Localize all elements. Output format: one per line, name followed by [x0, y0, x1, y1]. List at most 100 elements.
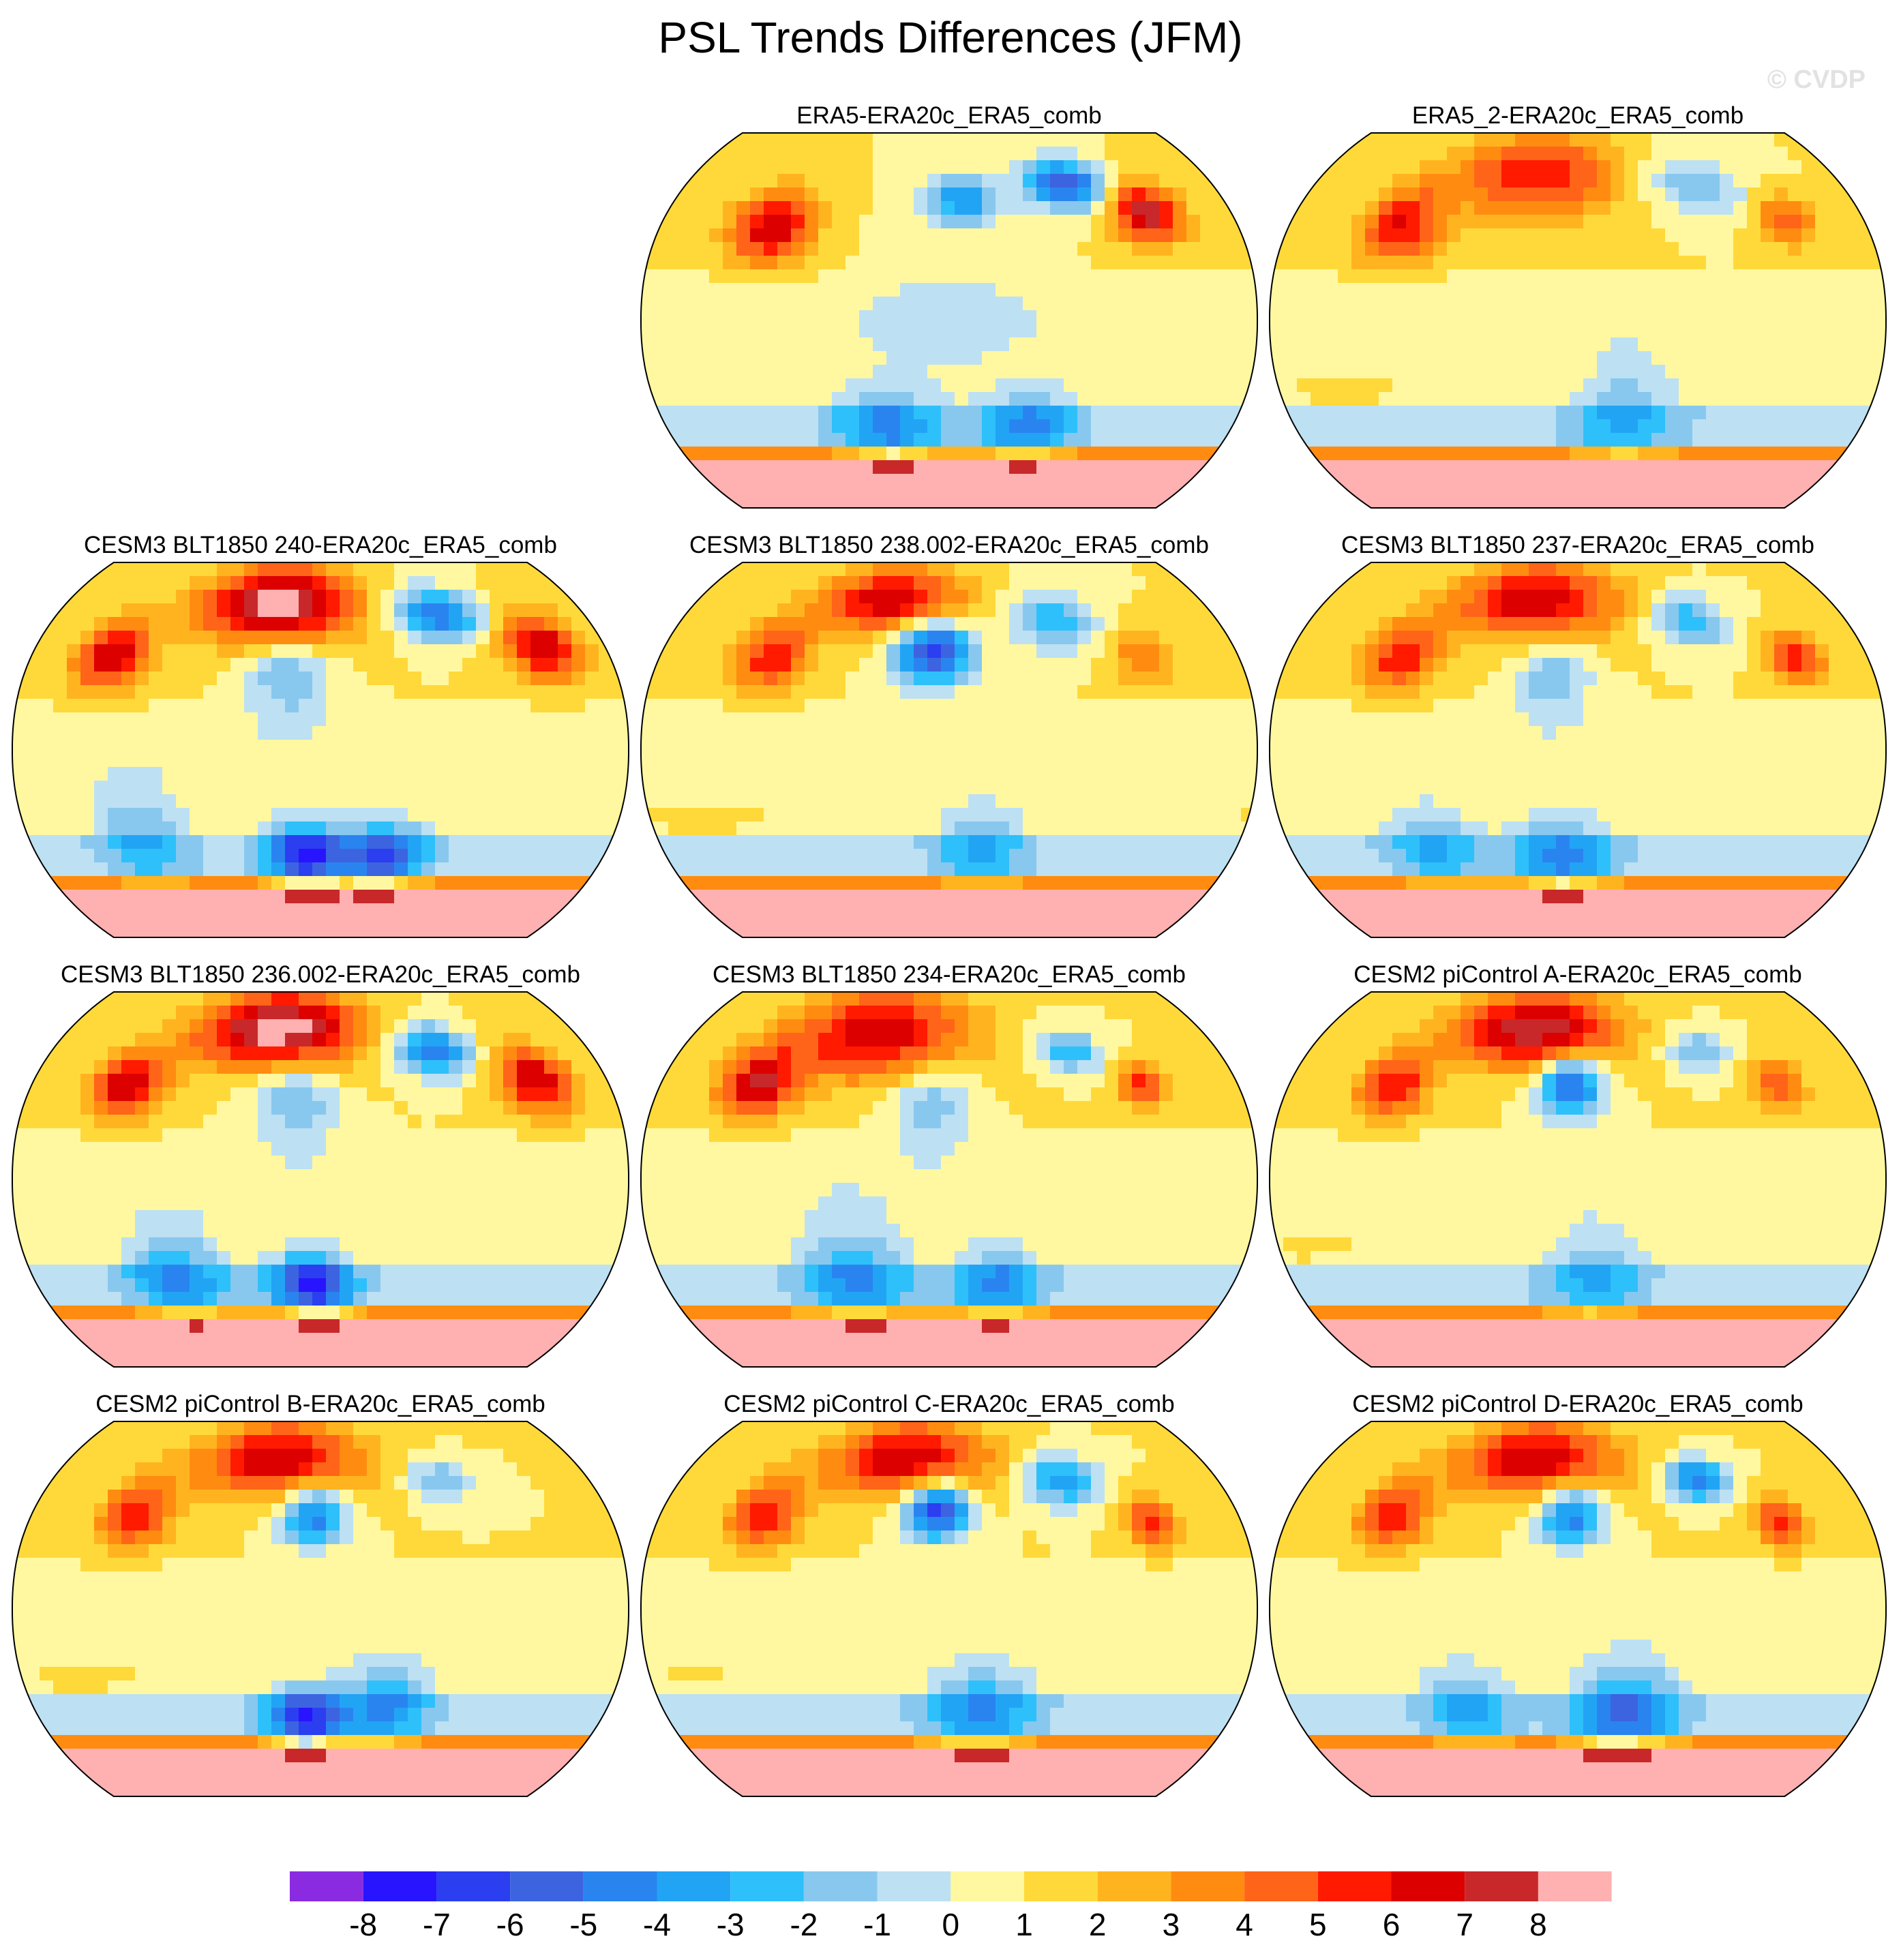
field-cell — [1311, 337, 1325, 352]
field-cell — [612, 562, 627, 577]
field-cell — [845, 821, 860, 836]
field-cell — [1146, 228, 1160, 243]
field-cell — [230, 699, 245, 713]
field-cell — [1488, 256, 1502, 270]
field-cell — [380, 767, 395, 781]
field-cell — [668, 297, 683, 311]
field-cell — [408, 672, 422, 686]
field-cell — [845, 174, 860, 188]
field-cell — [791, 821, 805, 836]
field-cell — [886, 310, 901, 325]
field-cell — [1433, 187, 1448, 202]
field-cell — [1132, 501, 1146, 508]
field-cell — [832, 631, 846, 645]
field-cell — [1186, 808, 1201, 822]
field-cell — [1023, 337, 1037, 352]
field-cell — [1050, 365, 1064, 379]
field-cell — [271, 781, 286, 795]
field-cell — [1788, 215, 1802, 229]
field-cell — [1706, 283, 1720, 297]
field-cell — [1461, 133, 1475, 147]
field-cell — [626, 672, 629, 686]
field-cell — [1118, 460, 1133, 474]
field-cell — [1200, 685, 1214, 699]
field-cell — [709, 781, 723, 795]
field-cell — [217, 658, 231, 672]
field-cell — [1009, 576, 1023, 590]
field-cell — [544, 712, 558, 727]
field-cell — [135, 808, 149, 822]
field-cell — [927, 351, 942, 365]
field-cell — [462, 781, 477, 795]
field-cell — [162, 658, 177, 672]
field-cell — [1227, 672, 1242, 686]
field-cell — [544, 781, 558, 795]
field-cell — [1297, 174, 1311, 188]
field-cell — [1351, 337, 1366, 352]
field-cell — [709, 740, 723, 754]
field-cell — [435, 862, 449, 877]
field-cell — [1186, 794, 1201, 809]
field-cell — [1159, 324, 1173, 338]
field-cell — [1023, 283, 1037, 297]
field-cell — [723, 174, 737, 188]
field-cell — [1036, 821, 1051, 836]
field-cell — [230, 726, 245, 740]
field-cell — [476, 658, 490, 672]
field-cell — [1173, 310, 1187, 325]
field-cell — [1433, 310, 1448, 325]
field-cell — [1036, 576, 1051, 590]
field-cell — [190, 835, 204, 849]
field-cell — [1091, 658, 1105, 672]
field-cell — [1200, 794, 1214, 809]
field-cell — [968, 849, 983, 863]
field-cell — [914, 406, 928, 420]
field-cell — [1023, 269, 1037, 284]
field-cell — [1351, 392, 1366, 406]
field-cell — [1118, 201, 1133, 215]
field-cell — [941, 699, 955, 713]
field-cell — [190, 644, 204, 659]
field-cell — [1420, 187, 1434, 202]
field-cell — [1815, 392, 1829, 406]
field-cell — [1186, 460, 1201, 474]
field-cell — [1515, 487, 1529, 502]
field-cell — [1200, 406, 1214, 420]
field-cell — [1529, 337, 1543, 352]
field-cell — [108, 767, 122, 781]
field-cell — [1077, 337, 1092, 352]
field-cell — [750, 631, 764, 645]
field-cell — [1255, 658, 1257, 672]
field-cell — [777, 174, 792, 188]
field-cell — [1091, 644, 1105, 659]
field-cell — [1064, 658, 1078, 672]
field-cell — [1227, 365, 1242, 379]
field-cell — [968, 133, 983, 147]
field-cell — [544, 835, 558, 849]
field-cell — [1091, 351, 1105, 365]
field-cell — [1009, 147, 1023, 161]
field-cell — [1214, 133, 1228, 147]
field-cell — [1270, 187, 1284, 202]
field-cell — [1105, 631, 1119, 645]
field-cell — [1186, 337, 1201, 352]
field-cell — [299, 644, 313, 659]
field-cell — [1173, 474, 1187, 488]
field-cell — [612, 576, 627, 590]
field-cell — [1761, 460, 1775, 474]
field-cell — [1159, 283, 1173, 297]
field-cell — [340, 617, 354, 631]
field-cell — [449, 781, 463, 795]
field-cell — [873, 365, 887, 379]
field-cell — [80, 672, 95, 686]
field-cell — [996, 474, 1010, 488]
field-cell — [1200, 658, 1214, 672]
field-cell — [1023, 726, 1037, 740]
field-cell — [1679, 215, 1693, 229]
field-cell — [1214, 460, 1228, 474]
field-cell — [873, 740, 887, 754]
field-cell — [230, 835, 245, 849]
field-cell — [1624, 242, 1638, 256]
field-cell — [736, 849, 751, 863]
field-cell — [736, 378, 751, 393]
